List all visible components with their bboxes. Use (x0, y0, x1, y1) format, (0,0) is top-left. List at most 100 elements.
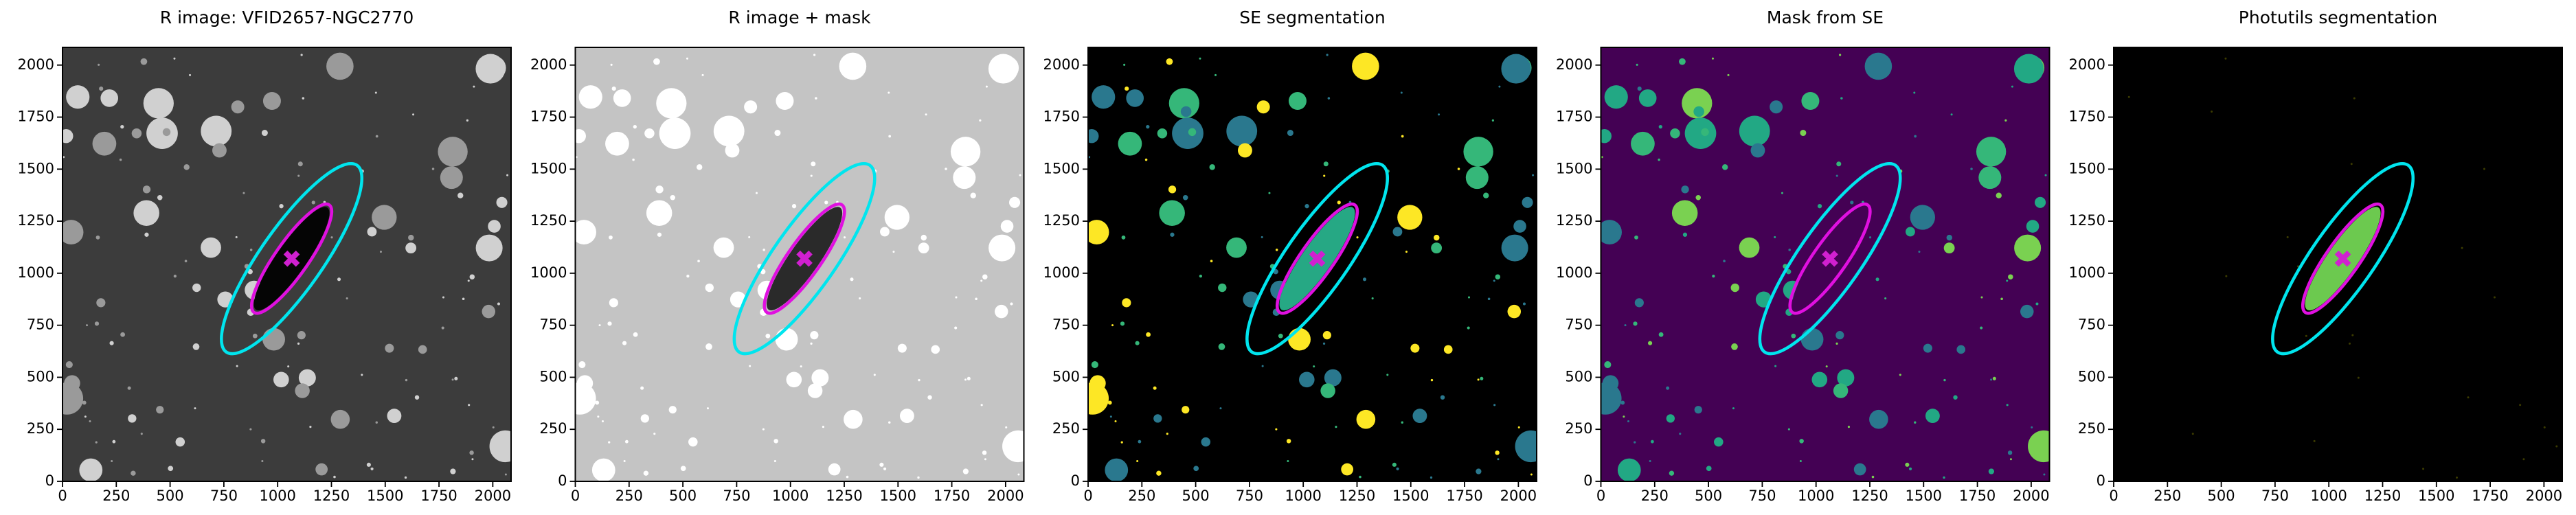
y-tick-label: 0 (2097, 472, 2105, 489)
x-tick-label: 0 (571, 488, 580, 504)
source (1434, 234, 1440, 241)
source (624, 439, 629, 444)
source (249, 249, 253, 251)
source (1943, 476, 1945, 479)
source (950, 137, 981, 167)
source (1287, 459, 1289, 462)
source (1299, 371, 1315, 388)
source (931, 345, 940, 354)
x-tick-label: 250 (1641, 488, 1669, 504)
source (1980, 326, 1983, 330)
source (1226, 115, 1258, 147)
source (775, 328, 798, 351)
source (1869, 409, 1888, 429)
source (1356, 236, 1359, 239)
source (1326, 54, 1329, 56)
source (1835, 174, 1838, 177)
source (899, 409, 914, 424)
source (2043, 473, 2046, 476)
source (1701, 128, 1709, 137)
source (405, 242, 417, 254)
x-tick-label: 1000 (2310, 488, 2347, 504)
source (2225, 275, 2228, 277)
source (879, 462, 884, 467)
source (1868, 236, 1872, 239)
source (1412, 409, 1427, 424)
source (1750, 143, 1765, 158)
source (128, 414, 137, 423)
source (387, 409, 402, 424)
source (2191, 433, 2194, 435)
source (892, 251, 895, 253)
source (1356, 409, 1376, 429)
source (63, 128, 74, 144)
source (1172, 117, 1204, 149)
source (988, 54, 1019, 84)
y-tick-label: 500 (1052, 368, 1080, 385)
y-tick-label: 2000 (18, 56, 54, 73)
source (653, 58, 660, 65)
source (1288, 328, 1311, 351)
source (1092, 85, 1116, 109)
source (1261, 236, 1263, 238)
source (1980, 296, 1983, 299)
x-tick-label: 1000 (1798, 488, 1834, 504)
source (1837, 369, 1855, 387)
x-tick-label: 250 (615, 488, 643, 504)
source (601, 420, 604, 422)
source (1210, 260, 1213, 263)
x-tick-label: 0 (58, 488, 67, 504)
source (2008, 274, 2013, 280)
panel: 0 250 500 750 1000 1250 1500 1750 2000 0 250 500 750… (530, 8, 1025, 504)
source (1953, 395, 1958, 400)
source (1501, 54, 1531, 84)
source (1218, 343, 1225, 350)
source (1671, 200, 1698, 226)
source (1493, 279, 1495, 282)
source (155, 106, 166, 117)
source (1273, 268, 1278, 275)
source (466, 119, 468, 122)
source (1430, 476, 1433, 479)
source (1774, 236, 1776, 238)
source (786, 371, 802, 388)
source (175, 437, 185, 447)
source (824, 201, 828, 205)
source (1088, 220, 1109, 245)
source (696, 164, 703, 170)
source (457, 192, 464, 198)
y-tick-label: 750 (1052, 317, 1080, 333)
source (609, 235, 613, 240)
source (979, 119, 982, 122)
source (1522, 196, 1533, 208)
source (375, 421, 378, 424)
source (1157, 128, 1168, 139)
aperture-ellipse (2271, 161, 2415, 356)
source (2483, 168, 2486, 170)
source (1120, 321, 1125, 326)
source (883, 467, 887, 470)
source (1601, 220, 1622, 245)
source (330, 236, 333, 239)
source (1910, 205, 1935, 230)
y-tick-label: 750 (1565, 317, 1592, 333)
y-tick-label: 1500 (18, 160, 54, 176)
source (1817, 204, 1822, 209)
source (1988, 468, 1994, 474)
y-tick-label: 1500 (1556, 160, 1592, 176)
source (1401, 135, 1404, 138)
source (607, 321, 612, 326)
source (2305, 334, 2307, 337)
source (143, 88, 174, 119)
source (982, 450, 987, 455)
source (1122, 298, 1131, 308)
source (1604, 360, 1612, 369)
source (1647, 341, 1653, 345)
source (1218, 283, 1227, 293)
y-tick-label: 1000 (530, 264, 567, 281)
x-tick-label: 2000 (987, 488, 1024, 504)
source (2007, 450, 2013, 455)
source (212, 143, 227, 158)
source (469, 450, 474, 455)
